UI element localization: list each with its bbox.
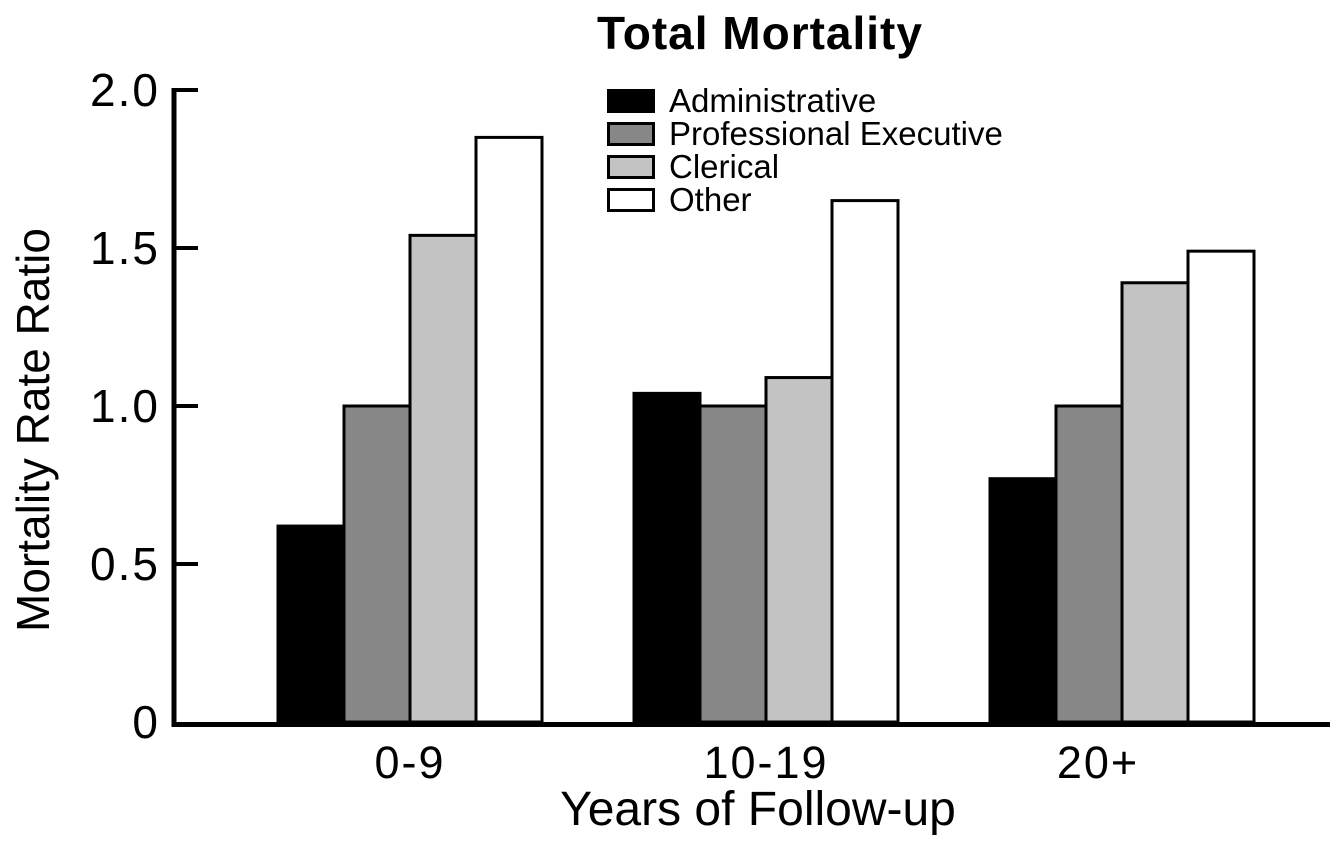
bar-clerical-10-19 [764,376,834,724]
bar-administrative-10-19 [632,391,702,724]
bar-other-20+ [1186,249,1256,724]
legend-item: Clerical [607,148,1003,185]
legend-swatch-other [607,188,655,212]
y-tick-label: 0 [132,696,160,748]
legend-label: Administrative [669,82,877,119]
legend-label: Other [669,181,752,218]
y-tick-label: 1.5 [90,222,160,274]
legend-label: Professional Executive [669,115,1003,152]
legend-label: Clerical [669,148,780,185]
y-tick-label: 0.5 [90,538,160,590]
bar-administrative-20+ [988,477,1058,724]
legend-item: Other [607,181,1003,218]
legend-item: Administrative [607,82,1003,119]
bar-professional-executive-0-9 [342,404,412,724]
legend-swatch-clerical [607,155,655,179]
bar-other-0-9 [474,135,544,724]
x-category-label: 0-9 [374,737,445,788]
x-category-label: 20+ [1057,737,1139,788]
x-axis-title: Years of Follow-up [560,783,956,836]
bar-clerical-20+ [1120,281,1190,724]
y-tick-label: 2.0 [90,64,160,116]
legend-item: Professional Executive [607,115,1003,152]
chart-title: Total Mortality [597,7,923,59]
y-tick-label: 1.0 [90,380,160,432]
bar-clerical-0-9 [408,233,478,724]
bar-professional-executive-20+ [1054,404,1124,724]
legend-swatch-administrative [607,89,655,113]
x-category-label: 10-19 [703,737,828,788]
legend-swatch-professional-executive [607,122,655,146]
bar-administrative-0-9 [276,524,346,724]
bar-other-10-19 [830,199,900,724]
legend: Administrative Professional Executive Cler… [607,82,1003,221]
bar-professional-executive-10-19 [698,404,768,724]
